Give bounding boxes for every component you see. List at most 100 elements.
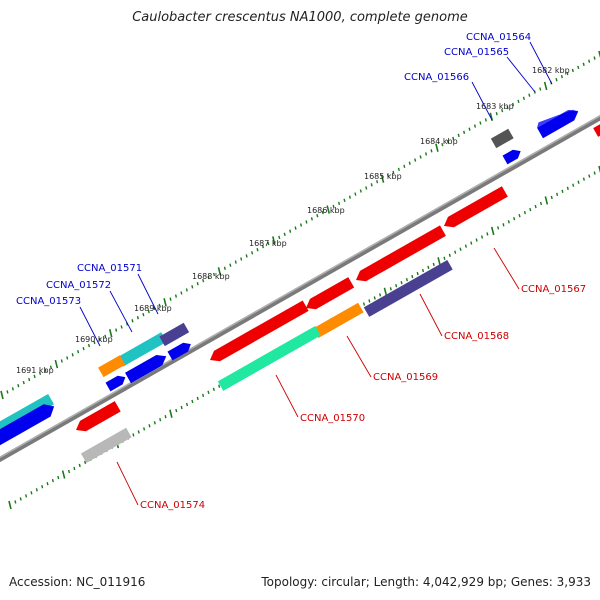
tick-mark <box>475 238 478 242</box>
tick-mark <box>212 272 216 277</box>
tick-mark <box>539 201 543 206</box>
tick-mark <box>54 359 59 369</box>
tick-mark <box>169 297 172 301</box>
tick-mark <box>185 402 189 407</box>
tick-mark <box>365 186 368 190</box>
tick-mark <box>22 380 25 385</box>
gene-label-forward[interactable]: CCNA_01565 <box>444 47 509 58</box>
gene-red-left[interactable] <box>73 401 121 435</box>
tick-mark <box>370 183 373 187</box>
gene-ccna-01571b[interactable] <box>159 322 190 347</box>
tick-mark <box>343 198 346 202</box>
gene-label-forward[interactable]: CCNA_01564 <box>466 32 531 43</box>
tick-mark <box>51 478 54 483</box>
tick-mark <box>108 328 113 338</box>
tick-mark <box>169 409 173 418</box>
tick-mark <box>416 271 419 276</box>
tick-mark <box>470 241 473 245</box>
tick-mark <box>49 365 52 369</box>
tick-mark <box>459 247 462 251</box>
ruler-label: 1690 kbp <box>75 335 113 344</box>
gene-ccna-01564[interactable] <box>535 103 581 139</box>
gene-label-reverse[interactable]: CCNA_01568 <box>444 331 509 342</box>
tick-mark <box>598 50 600 59</box>
gene-ccna-01567[interactable] <box>441 186 508 231</box>
gene-ccna-01571[interactable] <box>117 332 167 367</box>
tick-mark <box>528 93 531 97</box>
gene-ccna-01573[interactable] <box>125 351 169 384</box>
gene-label-reverse[interactable]: CCNA_01570 <box>300 413 365 424</box>
tick-mark <box>196 396 199 401</box>
gene-small-blue-2[interactable] <box>167 340 194 361</box>
tick-mark <box>153 306 156 311</box>
tick-mark <box>289 229 292 233</box>
tick-mark <box>408 161 411 165</box>
gene-ccna-01567b[interactable] <box>353 225 446 285</box>
gene-label-reverse[interactable]: CCNA_01567 <box>521 284 586 295</box>
gene-label-forward[interactable]: CCNA_01566 <box>404 72 469 83</box>
gene-ccna-01572[interactable] <box>98 355 126 378</box>
gene-ccna-01569[interactable] <box>312 302 364 339</box>
tick-mark <box>484 118 487 122</box>
tick-mark <box>437 257 441 266</box>
gene-label-forward[interactable]: CCNA_01571 <box>77 263 142 274</box>
tick-mark <box>379 293 382 297</box>
genome-stats-text: Topology: circular; Length: 4,042,929 bp… <box>261 575 591 589</box>
ruler-label: 1688 kbp <box>192 272 230 281</box>
reverse-genes <box>73 123 600 464</box>
tick-mark <box>479 121 482 125</box>
tick-mark <box>180 291 183 295</box>
gene-small-blue-1[interactable] <box>105 373 128 392</box>
tick-mark <box>392 170 395 175</box>
gene-red-edge[interactable] <box>593 123 600 137</box>
gene-label-forward[interactable]: CCNA_01573 <box>16 296 81 307</box>
tick-mark <box>148 424 151 428</box>
gene-red-mid[interactable] <box>303 277 355 313</box>
tick-mark <box>147 309 150 314</box>
tick-mark <box>278 235 281 240</box>
tick-mark <box>397 167 400 172</box>
tick-mark <box>229 263 232 267</box>
tick-mark <box>395 284 398 288</box>
gene-label-reverse[interactable]: CCNA_01574 <box>140 500 205 511</box>
tick-mark <box>185 288 188 292</box>
gene-blue-left[interactable] <box>0 400 58 447</box>
gene-ccna-01570[interactable] <box>217 325 321 391</box>
tick-mark <box>202 393 205 398</box>
tick-mark <box>261 244 264 249</box>
tick-mark <box>424 152 428 156</box>
tick-mark <box>321 210 324 215</box>
ruler-label: 1685 kbp <box>364 172 402 181</box>
tick-mark <box>380 174 385 183</box>
tick-mark <box>507 220 510 224</box>
tick-mark <box>571 68 574 73</box>
tick-mark <box>577 180 580 184</box>
tick-mark <box>566 186 569 190</box>
gene-ccna-01566[interactable] <box>490 128 514 149</box>
gene-ccna-01568[interactable] <box>363 259 453 317</box>
tick-mark <box>163 298 167 307</box>
gene-red-long[interactable] <box>207 300 309 365</box>
tick-mark <box>28 377 31 382</box>
tick-mark <box>383 287 388 297</box>
tick-mark <box>159 418 162 422</box>
tick-mark <box>207 390 210 394</box>
tick-mark <box>354 192 357 196</box>
tick-mark <box>35 488 38 492</box>
tick-mark <box>556 192 559 197</box>
tick-mark <box>529 207 532 212</box>
ruler-label: 1683 kbp <box>476 102 514 111</box>
gene-ccna-01565[interactable] <box>502 147 524 165</box>
gene-label-forward[interactable]: CCNA_01572 <box>46 280 111 291</box>
tick-mark <box>143 427 146 431</box>
tick-mark <box>310 217 313 221</box>
tick-mark <box>82 346 85 351</box>
tick-mark <box>294 226 297 230</box>
tick-mark <box>46 482 49 486</box>
tick-mark <box>338 201 341 206</box>
gene-label-reverse[interactable]: CCNA_01569 <box>373 372 438 383</box>
gene-ccna-01574[interactable] <box>80 427 132 464</box>
map-title: Caulobacter crescentus NA1000, complete … <box>132 10 468 25</box>
tick-mark <box>452 136 455 141</box>
tick-mark <box>191 399 194 404</box>
